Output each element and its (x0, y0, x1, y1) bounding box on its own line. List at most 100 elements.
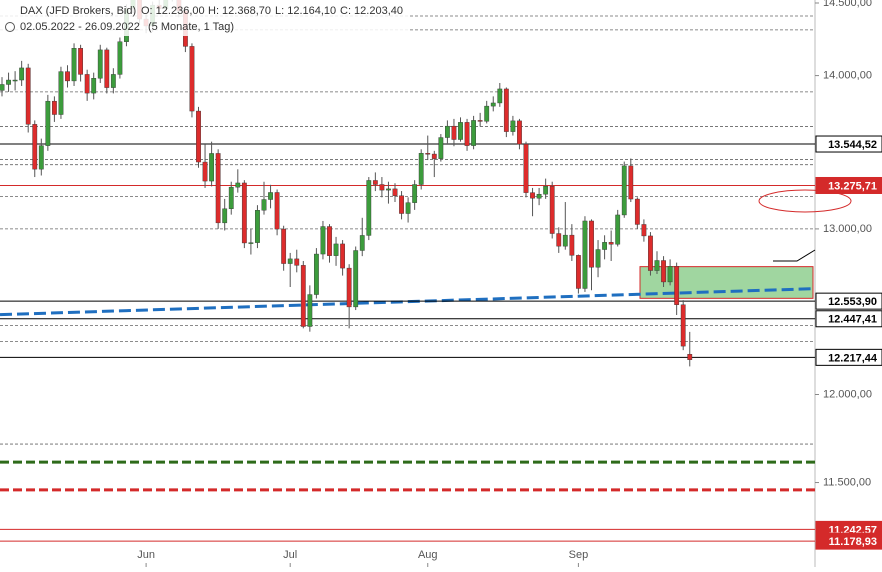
candle-body (477, 120, 483, 122)
annotation-line (773, 249, 816, 262)
x-tick-label: Jul (283, 549, 297, 561)
candle-body (471, 120, 476, 146)
candle-body (25, 67, 31, 125)
candle-body (91, 78, 97, 94)
candle-body (45, 100, 51, 146)
candle-body (687, 354, 693, 360)
candle-body (209, 153, 214, 182)
candle-body (549, 186, 555, 234)
candle-body (215, 153, 221, 224)
candle-body (268, 192, 273, 200)
level-label-box (815, 310, 882, 328)
candle-body (530, 192, 535, 199)
candle-body (621, 165, 627, 216)
candle-body (117, 41, 123, 75)
y-tick-label: 14.000,00 (823, 69, 872, 81)
x-tick-label: Sep (569, 549, 589, 561)
candle-body (523, 143, 529, 193)
candle-body (490, 102, 496, 107)
candle-body (189, 46, 195, 112)
candle-body (287, 258, 293, 264)
candle-body (12, 79, 18, 82)
candle-body (359, 235, 365, 251)
candle-body (674, 266, 680, 305)
candle-body (84, 74, 90, 94)
candle-body (595, 249, 601, 268)
plot: Jun Jul Aug Sep (0, 0, 816, 567)
candle-body (654, 260, 660, 271)
header-open: O: 12.236,00 (141, 5, 205, 17)
candle-body (589, 220, 594, 268)
candle-body (602, 242, 608, 250)
header-bg (0, 0, 410, 36)
candle-body (104, 49, 110, 88)
y-tick-label: 11.500,00 (823, 476, 871, 488)
candle-body (458, 122, 463, 140)
candle-body (261, 199, 267, 211)
candle-body (628, 165, 634, 200)
candle-body (569, 234, 575, 256)
y-tick-label: 13.000,00 (823, 223, 872, 235)
candle-body (405, 202, 411, 214)
candle-body (241, 182, 247, 244)
candle-body (379, 184, 385, 191)
candle-body (110, 74, 116, 88)
candle-body (418, 153, 424, 185)
candle-body (445, 125, 450, 138)
candle-body (97, 49, 103, 79)
candle-body (425, 153, 431, 155)
candle-body (464, 122, 470, 146)
candle-body (65, 71, 70, 82)
level-label: 12.447,41 (828, 314, 877, 326)
candle-body (372, 180, 378, 185)
x-tick-label: Aug (418, 549, 438, 561)
candle-body (294, 258, 300, 266)
x-tick-label: Jun (137, 549, 155, 561)
level-label-box (815, 135, 882, 153)
candle-body (543, 186, 549, 195)
candle-body (680, 304, 686, 347)
candle-body (327, 226, 332, 256)
candle-body (392, 188, 398, 196)
candle-body (314, 253, 319, 295)
candle-body (399, 195, 404, 214)
candle-body (412, 184, 418, 203)
level-label: 13.275,71 (828, 180, 877, 192)
candle-body (222, 208, 228, 224)
candle-body (71, 48, 77, 82)
candle-body (235, 182, 241, 188)
candle-body (576, 255, 581, 289)
candle-body (615, 214, 621, 245)
candle-body (19, 67, 25, 81)
header-high: H: 12.368,70 (208, 5, 271, 17)
candle-body (274, 192, 280, 230)
level-label-box (815, 348, 882, 366)
candle-body (484, 105, 490, 122)
candle-body (510, 120, 516, 132)
header-title: DAX (JFD Brokers, Bid) (20, 5, 136, 17)
candle-body (517, 120, 522, 145)
candle-body (0, 84, 5, 91)
candle-body (667, 266, 673, 283)
candle-body (202, 161, 208, 182)
y-tick-label: 12.000,00 (823, 388, 872, 400)
candle-body (353, 250, 359, 308)
candle-body (300, 265, 306, 327)
level-label: 11.178,93 (829, 536, 877, 548)
candle-body (32, 124, 38, 170)
candle-body (58, 71, 64, 115)
candle-body (431, 153, 437, 159)
candle-body (634, 198, 640, 225)
candle-body (386, 188, 391, 191)
candle-body (255, 210, 260, 243)
candle-body (497, 88, 503, 104)
y-tick-label: 14.500,00 (823, 0, 872, 9)
candle-body (320, 226, 326, 255)
level-label-box (815, 532, 882, 550)
candle-body (661, 260, 666, 283)
level-label: 12.217,44 (828, 352, 878, 364)
candle-body (438, 137, 444, 159)
level-label: 13.544,52 (828, 139, 877, 151)
level-label-box (815, 176, 882, 194)
